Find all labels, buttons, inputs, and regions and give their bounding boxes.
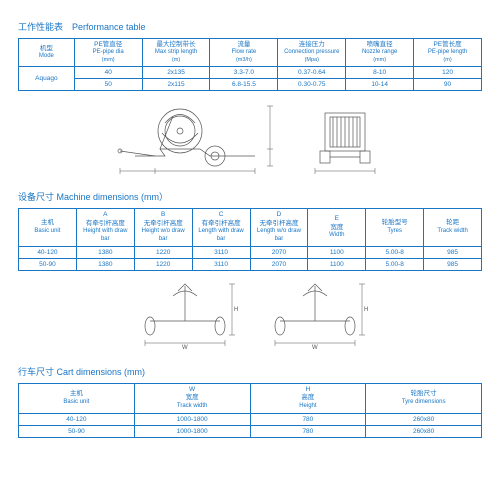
svg-text:H: H [364, 307, 368, 313]
table-row: 50-901000-1800780260x80 [19, 425, 482, 437]
svg-text:W: W [312, 345, 318, 351]
section1-title: 工作性能表 Performance table [18, 20, 482, 33]
table-row: 40-1201000-1800780260x80 [19, 413, 482, 425]
section3-title: 行车尺寸 Cart dimensions (mm) [18, 365, 482, 378]
svg-text:H: H [234, 307, 238, 313]
table-row: Aquago 402x1353.3-7.00.37-0.648-10120 [19, 67, 482, 79]
cart-table: 主机Basic unit W 宽度Track width H 高度Height … [18, 383, 482, 438]
table-row: 502x1156.8-15.50.30-0.7510-1490 [19, 79, 482, 91]
performance-table: 机型Mode PE管直径PE-pipe dia(mm) 最大控制带长Max st… [18, 38, 482, 91]
machine-diagram [18, 101, 482, 176]
table-row: 40-120138012203110207011005.00-8985 [19, 246, 482, 258]
svg-text:W: W [182, 345, 188, 351]
model-cell: Aquago [19, 67, 75, 91]
dimensions-table: 主机Basic unit A 有牵引杆高度Height with draw ba… [18, 208, 482, 270]
cart-diagram: W H W H [18, 281, 482, 351]
table-row: 50-90138012203110207011005.00-8985 [19, 258, 482, 270]
section2-title: 设备尺寸 Machine dimensions (mm） [18, 190, 482, 203]
